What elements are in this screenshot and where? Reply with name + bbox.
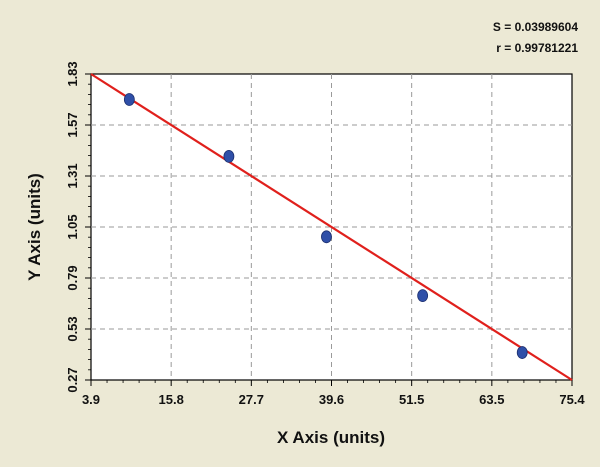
x-tick-label: 39.6 xyxy=(319,392,344,407)
stat-r-value: r = 0.99781221 xyxy=(496,41,578,55)
axis-ticks xyxy=(85,73,573,386)
y-tick-label: 0.27 xyxy=(65,367,80,392)
data-points xyxy=(123,93,528,359)
regression-line xyxy=(90,73,573,381)
y-axis-title: Y Axis (units) xyxy=(25,173,44,281)
y-tick-label: 1.57 xyxy=(65,112,80,137)
data-point xyxy=(123,93,135,106)
tick-labels: 3.9 15.8 27.7 39.6 51.5 63.5 75.4 0.27 0.53 0.79 1… xyxy=(65,61,585,407)
y-tick-label: 1.83 xyxy=(65,61,80,86)
x-tick-label: 75.4 xyxy=(559,392,585,407)
y-tick-label: 0.53 xyxy=(65,316,80,341)
x-tick-label: 51.5 xyxy=(399,392,424,407)
stat-s-value: S = 0.03989604 xyxy=(493,20,578,34)
data-point xyxy=(417,289,429,303)
data-point xyxy=(223,149,235,163)
y-tick-label: 1.31 xyxy=(65,163,80,188)
x-tick-label: 63.5 xyxy=(479,392,504,407)
data-point xyxy=(516,346,528,359)
data-point xyxy=(321,230,332,244)
x-tick-label: 27.7 xyxy=(239,392,264,407)
y-tick-label: 1.05 xyxy=(65,214,80,239)
x-tick-label: 3.9 xyxy=(82,392,100,407)
x-tick-label: 15.8 xyxy=(159,392,184,407)
x-axis-title: X Axis (units) xyxy=(277,428,385,447)
y-tick-label: 0.79 xyxy=(65,265,80,290)
